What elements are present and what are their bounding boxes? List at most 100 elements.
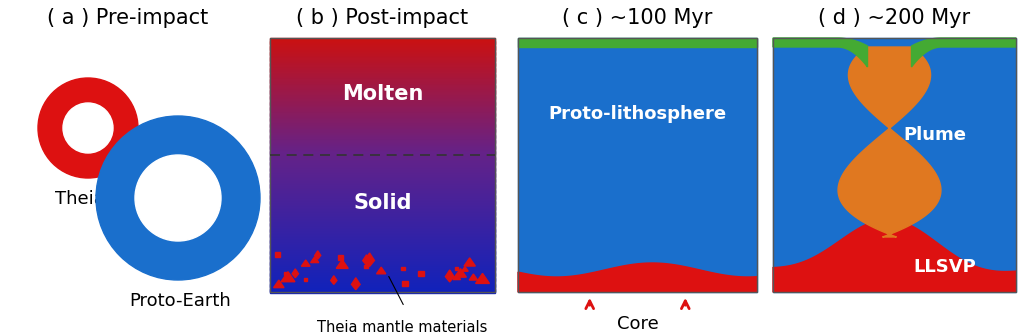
Bar: [270, 246, 495, 248]
Bar: [270, 261, 495, 263]
Bar: [270, 150, 495, 151]
Bar: [270, 163, 495, 164]
Bar: [270, 97, 495, 98]
Bar: [270, 57, 495, 58]
Polygon shape: [336, 260, 348, 268]
Bar: [270, 69, 495, 70]
Bar: [270, 148, 495, 150]
Bar: [270, 126, 495, 128]
Bar: [270, 233, 495, 234]
Bar: [270, 178, 495, 180]
Bar: [270, 206, 495, 208]
Bar: [270, 228, 495, 229]
Text: Theia mantle materials: Theia mantle materials: [317, 320, 487, 333]
Bar: [270, 60, 495, 61]
Bar: [270, 248, 495, 249]
Bar: [270, 129, 495, 130]
Bar: [402, 281, 408, 286]
Bar: [270, 209, 495, 210]
Bar: [270, 256, 495, 257]
Bar: [270, 52, 495, 53]
Bar: [270, 74, 495, 75]
Bar: [270, 146, 495, 147]
Bar: [270, 217, 495, 219]
Bar: [270, 136, 495, 138]
Bar: [270, 98, 495, 100]
Text: Proto-Earth: Proto-Earth: [129, 292, 230, 310]
Text: ( c ) ~100 Myr: ( c ) ~100 Myr: [562, 8, 713, 28]
Bar: [270, 222, 495, 224]
Bar: [270, 87, 495, 89]
Bar: [270, 85, 495, 87]
Text: Proto-lithosphere: Proto-lithosphere: [549, 105, 727, 123]
Bar: [270, 72, 495, 73]
Bar: [270, 48, 495, 50]
Bar: [270, 175, 495, 176]
Bar: [270, 105, 495, 106]
Bar: [270, 257, 495, 259]
Polygon shape: [453, 274, 461, 280]
Bar: [270, 269, 495, 270]
Bar: [270, 139, 495, 140]
Bar: [270, 276, 495, 277]
Bar: [270, 82, 495, 83]
Bar: [270, 155, 495, 156]
Bar: [270, 59, 495, 61]
Bar: [270, 237, 495, 238]
Bar: [270, 141, 495, 143]
Bar: [270, 283, 495, 285]
Bar: [270, 186, 495, 187]
Bar: [270, 123, 495, 124]
Bar: [270, 68, 495, 69]
Bar: [270, 235, 495, 237]
Bar: [270, 201, 495, 203]
Polygon shape: [838, 47, 941, 237]
Bar: [270, 220, 495, 221]
Bar: [270, 184, 495, 186]
Circle shape: [135, 155, 221, 241]
Bar: [270, 172, 495, 173]
Bar: [270, 272, 495, 274]
Bar: [270, 198, 495, 199]
Bar: [270, 277, 495, 278]
Bar: [270, 287, 495, 288]
Bar: [270, 151, 495, 152]
Bar: [270, 273, 495, 275]
Text: Solid: Solid: [353, 193, 412, 213]
Bar: [270, 178, 495, 179]
Bar: [270, 52, 495, 54]
Bar: [270, 214, 495, 215]
Text: Theia: Theia: [55, 190, 104, 208]
Bar: [270, 113, 495, 114]
Bar: [270, 86, 495, 88]
Polygon shape: [469, 274, 477, 280]
Bar: [270, 226, 495, 227]
Circle shape: [96, 116, 260, 280]
Bar: [773, 38, 1016, 292]
Bar: [270, 63, 495, 65]
Bar: [270, 64, 495, 66]
Bar: [401, 267, 404, 270]
Bar: [270, 282, 495, 283]
Bar: [270, 92, 495, 94]
Bar: [270, 167, 495, 169]
Bar: [270, 289, 495, 290]
Bar: [270, 77, 495, 78]
Bar: [270, 83, 495, 84]
Bar: [270, 279, 495, 281]
Bar: [270, 144, 495, 145]
Bar: [270, 207, 495, 209]
Bar: [270, 140, 495, 141]
Bar: [270, 102, 495, 104]
Bar: [270, 252, 495, 253]
Bar: [270, 228, 495, 230]
Bar: [270, 206, 495, 207]
Bar: [270, 222, 495, 223]
Bar: [270, 81, 495, 83]
Bar: [270, 255, 495, 256]
Bar: [270, 189, 495, 191]
Polygon shape: [362, 255, 371, 265]
Bar: [270, 215, 495, 216]
Bar: [270, 67, 495, 68]
Bar: [270, 61, 495, 62]
